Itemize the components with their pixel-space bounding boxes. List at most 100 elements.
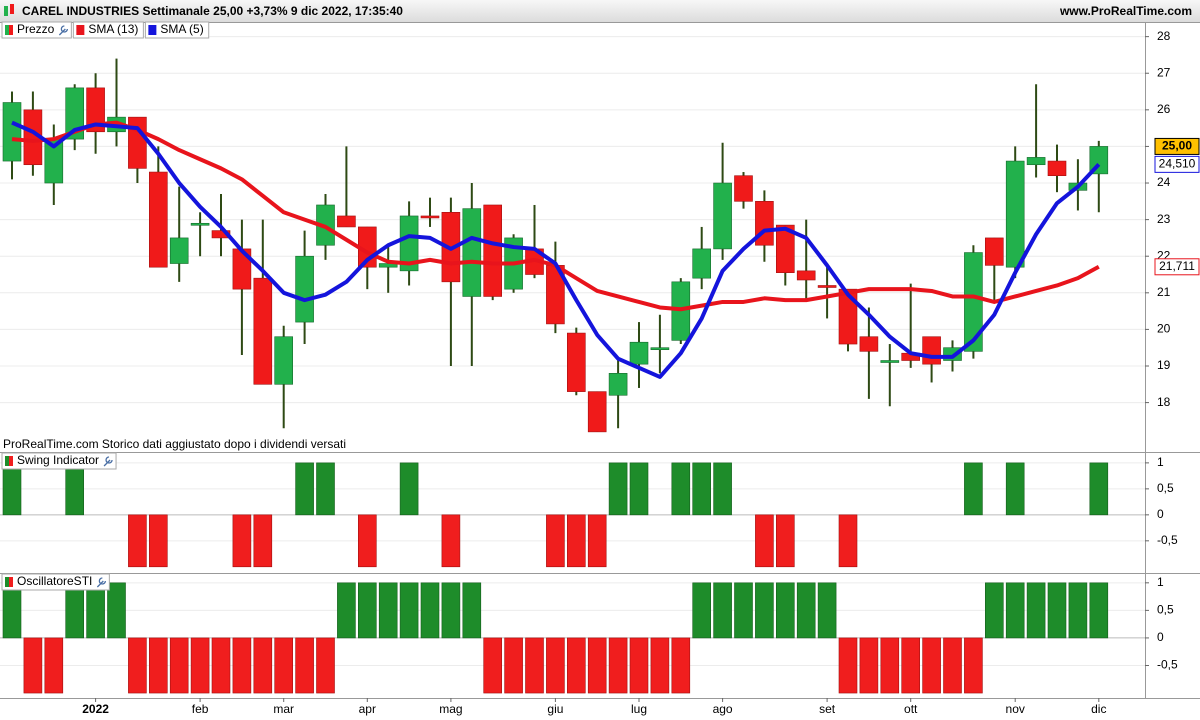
candle-body bbox=[65, 87, 84, 140]
indicator-bar bbox=[420, 582, 440, 639]
indicator-bar bbox=[671, 462, 691, 516]
wrench-icon bbox=[58, 25, 69, 36]
indicator-bar bbox=[943, 637, 962, 694]
y-tick-label: -0,5 bbox=[1157, 533, 1178, 547]
legend-box bbox=[1, 452, 117, 470]
indicator-bar bbox=[859, 637, 879, 694]
x-tick-label: dic bbox=[1091, 702, 1106, 716]
x-tick-label: mag bbox=[439, 702, 462, 716]
candle-body bbox=[922, 336, 941, 365]
indicator-bar bbox=[755, 582, 774, 639]
x-tick-label: 2022 bbox=[82, 702, 109, 716]
indicator-bar bbox=[65, 582, 84, 639]
legend-label: SMA (5) bbox=[160, 22, 203, 36]
y-tick-label: 21 bbox=[1157, 285, 1171, 299]
indicator-bar bbox=[964, 462, 983, 516]
x-tick-label: feb bbox=[192, 702, 209, 716]
sma-line bbox=[11, 120, 1101, 379]
candle-body bbox=[483, 204, 503, 297]
legend-swatch bbox=[5, 25, 10, 35]
candle-body bbox=[1026, 157, 1046, 166]
candle-body bbox=[337, 215, 356, 228]
legend-label: Prezzo bbox=[17, 22, 55, 36]
candle-body bbox=[566, 332, 586, 392]
legend-box bbox=[1, 21, 72, 39]
indicator-bar bbox=[149, 637, 168, 694]
price-label: 24,510 bbox=[1159, 157, 1196, 171]
indicator-bar bbox=[1005, 582, 1025, 639]
y-tick-label: 0,5 bbox=[1157, 481, 1174, 495]
indicator-bar bbox=[587, 514, 607, 568]
candle-body bbox=[2, 102, 22, 162]
indicator-bar bbox=[608, 462, 628, 516]
indicator-bar bbox=[1089, 582, 1109, 639]
legend-item: Swing Indicator bbox=[1, 452, 117, 470]
y-tick-label: 27 bbox=[1157, 65, 1171, 79]
candle-body bbox=[399, 215, 419, 272]
indicator-bar bbox=[608, 637, 628, 694]
indicator-bar bbox=[901, 637, 921, 694]
x-tick-label: apr bbox=[359, 702, 376, 716]
indicator-bar bbox=[483, 637, 503, 694]
legend-item: SMA (13) bbox=[72, 21, 144, 39]
legend-box bbox=[72, 21, 144, 39]
price-label-box bbox=[1154, 258, 1200, 276]
indicator-bar bbox=[734, 582, 753, 639]
candle-body bbox=[692, 248, 712, 279]
indicator-bar bbox=[546, 637, 565, 694]
candle-body bbox=[295, 255, 314, 323]
indicator-bar bbox=[755, 514, 774, 568]
candle-body bbox=[838, 288, 858, 345]
y-tick-label: 24 bbox=[1157, 175, 1171, 189]
x-tick-label: set bbox=[819, 702, 836, 716]
indicator-bar bbox=[441, 582, 461, 639]
indicator-bar bbox=[462, 582, 482, 639]
indicator-bar bbox=[23, 637, 43, 694]
header-site: www.ProRealTime.com bbox=[1059, 4, 1192, 18]
candle-body bbox=[253, 277, 273, 385]
candle-body bbox=[734, 175, 753, 202]
header-icon bbox=[10, 4, 14, 14]
candle-body bbox=[128, 116, 147, 169]
candle-body bbox=[587, 391, 607, 433]
legend-label: SMA (13) bbox=[88, 22, 138, 36]
indicator-bar bbox=[984, 582, 1004, 639]
indicator-bar bbox=[441, 514, 461, 568]
indicator-bar bbox=[399, 582, 419, 639]
legend-swatch bbox=[148, 25, 154, 35]
legend-box bbox=[1, 573, 110, 591]
indicator-bar bbox=[2, 462, 22, 516]
indicator-bar bbox=[713, 462, 732, 516]
legend-swatch bbox=[5, 577, 10, 587]
indicator-bar bbox=[232, 637, 252, 694]
wrench-icon bbox=[103, 456, 113, 467]
candle-body bbox=[462, 208, 482, 297]
indicator-bar bbox=[671, 637, 691, 694]
indicator-bar bbox=[775, 582, 795, 639]
indicator-bar bbox=[964, 637, 983, 694]
candle-body bbox=[274, 336, 294, 385]
candle-body bbox=[880, 360, 900, 363]
candle-body bbox=[775, 224, 795, 273]
legend-label: OscillatoreSTI bbox=[17, 574, 92, 588]
x-tick-label: lug bbox=[631, 702, 647, 716]
candle-body bbox=[190, 222, 210, 226]
candle-body bbox=[984, 237, 1004, 266]
indicator-bar bbox=[692, 582, 712, 639]
legend-swatch bbox=[9, 456, 13, 466]
y-tick-label: 26 bbox=[1157, 102, 1171, 116]
y-tick-label: 19 bbox=[1157, 358, 1171, 372]
indicator-bar bbox=[1026, 582, 1046, 639]
legend-swatch bbox=[76, 25, 82, 35]
indicator-bar bbox=[838, 514, 858, 568]
indicator-bar bbox=[169, 637, 189, 694]
y-tick-label: -0,5 bbox=[1157, 658, 1178, 672]
header-icon bbox=[4, 6, 8, 16]
indicator-bar bbox=[838, 637, 858, 694]
x-tick-label: ott bbox=[904, 702, 918, 716]
indicator-bar bbox=[1068, 582, 1088, 639]
indicator-bar bbox=[1005, 462, 1025, 516]
indicator-bar bbox=[357, 582, 377, 639]
legend-swatch bbox=[9, 25, 13, 35]
